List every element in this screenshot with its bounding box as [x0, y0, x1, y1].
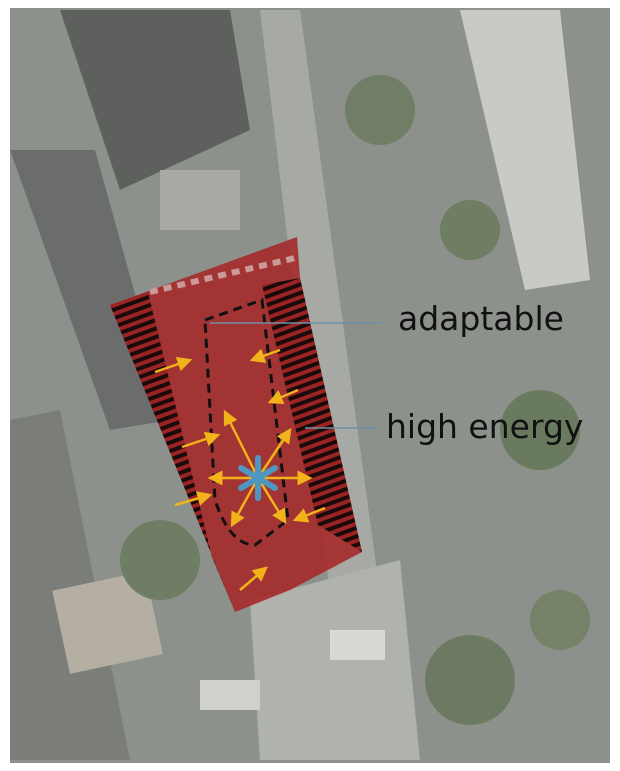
annotation-label: adaptable: [398, 299, 564, 338]
arrows: [154, 348, 326, 591]
aerial-photo: [10, 8, 610, 763]
leader-lines: [210, 322, 382, 429]
center-asterisk: [238, 455, 278, 501]
annotation-label: high energy: [386, 407, 583, 446]
